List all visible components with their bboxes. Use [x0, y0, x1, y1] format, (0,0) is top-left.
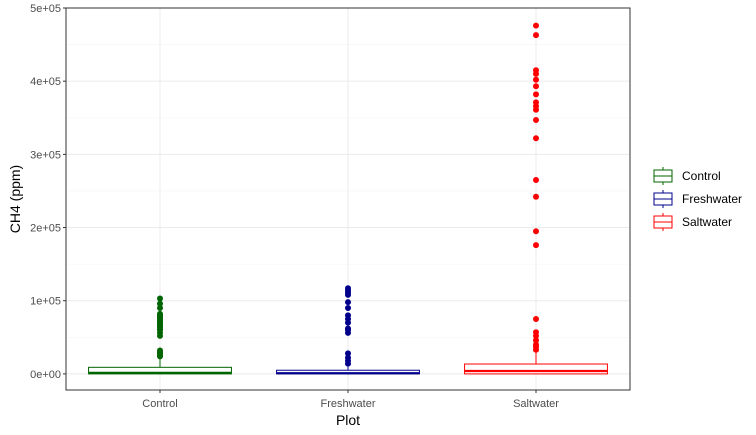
y-tick-label: 0e+00: [30, 369, 61, 381]
outlier-point-control: [157, 310, 163, 317]
outlier-point-saltwater: [533, 329, 539, 336]
outlier-point-saltwater: [533, 337, 539, 344]
x-tick-label: Saltwater: [513, 398, 559, 410]
y-axis: 0e+00 1e+05 2e+05 3e+05 4e+05 5e+05: [30, 3, 66, 381]
legend-label: Freshwater: [682, 192, 742, 206]
outlier-point-saltwater: [533, 76, 539, 83]
outlier-point-freshwater: [345, 350, 351, 357]
outlier-point-saltwater: [533, 316, 539, 323]
outlier-point-saltwater: [533, 91, 539, 98]
outlier-point-saltwater: [533, 242, 539, 249]
box-freshwater: [276, 366, 420, 375]
x-axis: Control Freshwater Saltwater: [142, 390, 559, 410]
outlier-point-control: [157, 295, 163, 302]
y-tick-label: 4e+05: [30, 76, 61, 88]
outlier-point-saltwater: [533, 99, 539, 106]
outlier-point-freshwater: [345, 312, 351, 319]
x-axis-title: Plot: [336, 412, 360, 428]
outlier-point-freshwater: [345, 285, 351, 292]
y-axis-title: CH4 (ppm): [7, 165, 23, 233]
outlier-point-control: [157, 305, 163, 312]
box-control: [88, 357, 232, 375]
x-tick-label: Freshwater: [320, 398, 375, 410]
outlier-point-freshwater: [345, 305, 351, 312]
outlier-point-freshwater: [345, 325, 351, 332]
outlier-point-freshwater: [345, 354, 351, 361]
y-tick-label: 2e+05: [30, 223, 61, 235]
legend-item-saltwater: Saltwater: [653, 213, 732, 231]
legend-label: Control: [682, 169, 721, 183]
box-iqr: [464, 363, 608, 375]
outlier-point-saltwater: [533, 135, 539, 142]
y-tick-label: 5e+05: [30, 3, 61, 15]
legend-item-freshwater: Freshwater: [653, 190, 742, 208]
outlier-point-saltwater: [533, 32, 539, 39]
outlier-point-saltwater: [533, 22, 539, 29]
box-saltwater: [464, 351, 608, 375]
outlier-point-saltwater: [533, 67, 539, 74]
y-tick-label: 3e+05: [30, 149, 61, 161]
outlier-point-control: [157, 347, 163, 354]
boxes: [88, 351, 608, 375]
outlier-point-saltwater: [533, 176, 539, 183]
outlier-point-saltwater: [533, 228, 539, 235]
outlier-point-control: [157, 300, 163, 307]
outlier-point-saltwater: [533, 116, 539, 123]
outlier-point-saltwater: [533, 193, 539, 200]
outlier-point-freshwater: [345, 299, 351, 306]
legend-label: Saltwater: [682, 215, 732, 229]
x-tick-label: Control: [142, 398, 177, 410]
outlier-point-saltwater: [533, 83, 539, 90]
outlier-points: [157, 22, 539, 367]
legend: Control Freshwater Saltwater: [653, 167, 742, 231]
y-tick-label: 1e+05: [30, 296, 61, 308]
outlier-point-saltwater: [533, 341, 539, 348]
legend-item-control: Control: [653, 167, 721, 185]
